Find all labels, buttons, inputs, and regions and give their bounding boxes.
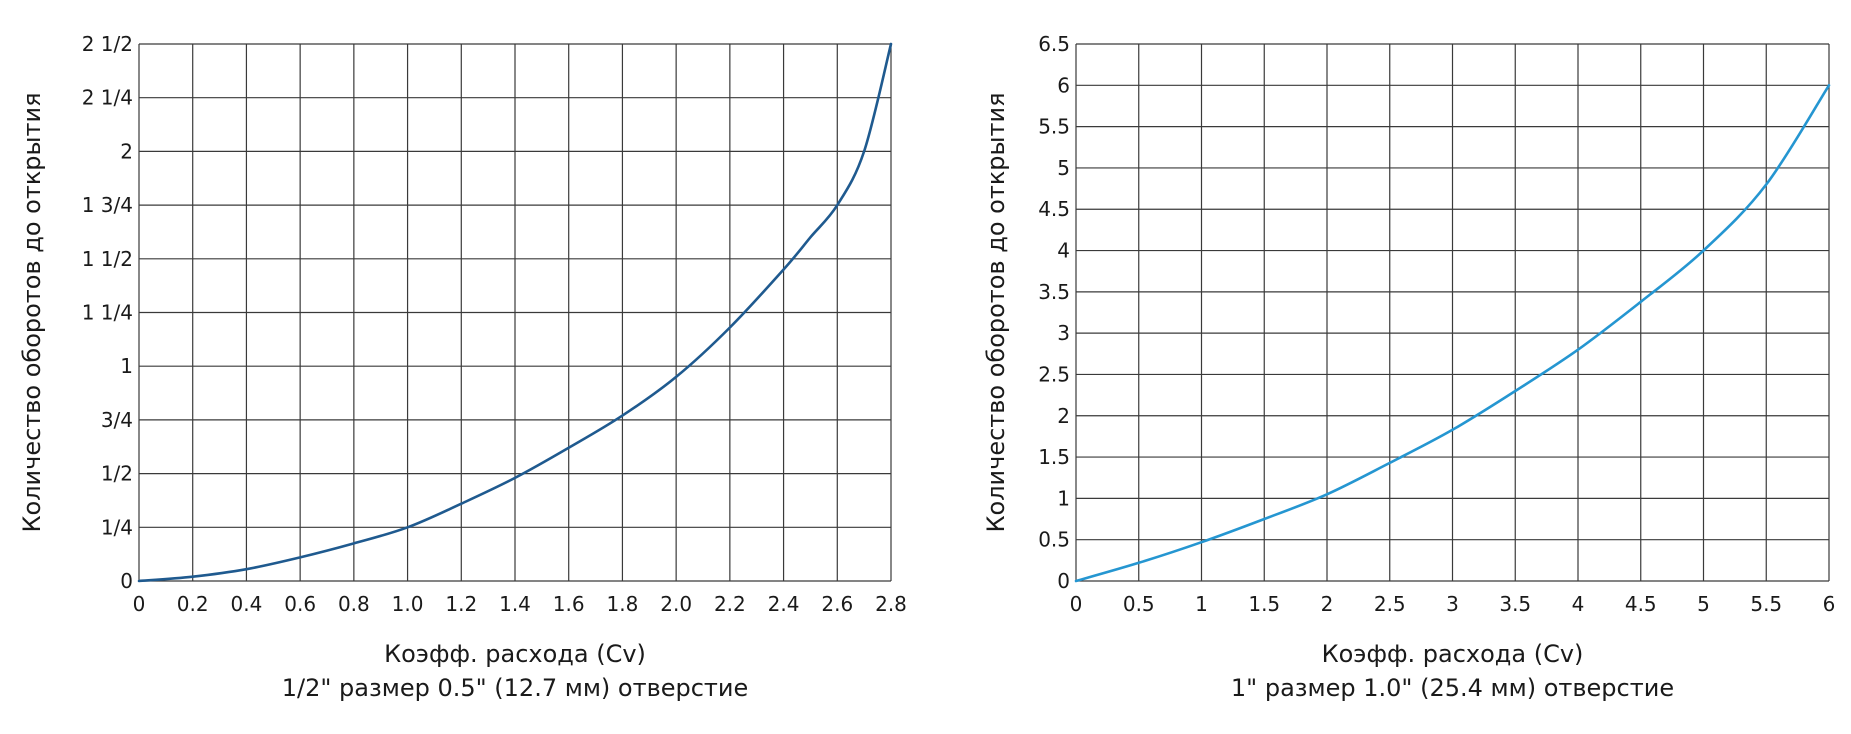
chart-left-x-tick-label: 2.2 xyxy=(714,592,746,616)
chart-right-y-tick-label: 4 xyxy=(1057,239,1070,263)
chart-left-y-tick-label: 1 3/4 xyxy=(82,193,133,217)
chart-right-x-tick-label: 0 xyxy=(1070,592,1083,616)
chart-right-y-ticks: 0 0.5 1 1.5 2 2.5 3 3.5 4 4.5 5 5.5 6 6.5 xyxy=(1038,32,1070,593)
chart-left-y-tick-label: 0 xyxy=(120,569,133,593)
chart-right-x-tick-label: 3.5 xyxy=(1499,592,1531,616)
chart-left-x-tick-label: 2.8 xyxy=(875,592,907,616)
chart-left-series-line xyxy=(137,42,893,583)
chart-right-y-tick-label: 1 xyxy=(1057,486,1070,510)
chart-right-y-tick-label: 3 xyxy=(1057,321,1070,345)
chart-left-y-tick-label: 1/4 xyxy=(101,515,133,539)
chart-right-x-axis-label: Коэфф. расхода (Cv) xyxy=(1322,640,1584,668)
chart-left-x-tick-label: 0 xyxy=(133,592,146,616)
chart-left-subtitle: 1/2" размер 0.5" (12.7 мм) отверстие xyxy=(282,674,749,702)
chart-left-y-tick-label: 1 xyxy=(120,354,133,378)
chart-left: 0 0.2 0.4 0.6 0.8 1.0 1.2 1.4 1.6 1.8 2.0 2.2 2.4 2.6… xyxy=(18,32,907,702)
chart-left-y-tick-label: 1 1/4 xyxy=(82,301,133,325)
chart-right-y-tick-label: 5.5 xyxy=(1038,115,1070,139)
chart-right-y-tick-label: 0 xyxy=(1057,569,1070,593)
chart-left-y-tick-label: 1 1/2 xyxy=(82,247,133,271)
chart-left-x-tick-label: 1.4 xyxy=(499,592,531,616)
chart-right-y-tick-label: 6 xyxy=(1057,73,1070,97)
chart-right-x-tick-label: 5 xyxy=(1697,592,1710,616)
chart-left-y-tick-label: 2 1/4 xyxy=(82,86,133,110)
chart-right-x-tick-label: 1 xyxy=(1195,592,1208,616)
chart-right-x-ticks: 0 0.5 1 1.5 2 2.5 3 3.5 4 4.5 5 5.5 6 xyxy=(1070,592,1836,616)
chart-right-y-tick-label: 3.5 xyxy=(1038,280,1070,304)
chart-right-subtitle: 1" размер 1.0" (25.4 мм) отверстие xyxy=(1231,674,1674,702)
chart-left-x-ticks: 0 0.2 0.4 0.6 0.8 1.0 1.2 1.4 1.6 1.8 2.0 2.2 2.4 2.6… xyxy=(133,592,907,616)
chart-left-x-tick-label: 0.2 xyxy=(177,592,209,616)
chart-right-x-tick-label: 3 xyxy=(1446,592,1459,616)
chart-left-y-axis-label: Количество оборотов до открытия xyxy=(18,92,46,532)
chart-right-y-tick-label: 0.5 xyxy=(1038,528,1070,552)
chart-right-y-tick-label: 5 xyxy=(1057,156,1070,180)
chart-right-x-tick-label: 5.5 xyxy=(1750,592,1782,616)
chart-right-x-tick-label: 4 xyxy=(1572,592,1585,616)
chart-left-x-tick-label: 2.4 xyxy=(768,592,800,616)
chart-left-x-tick-label: 1.6 xyxy=(553,592,585,616)
chart-right-x-tick-label: 6 xyxy=(1823,592,1836,616)
chart-right-y-tick-label: 2 xyxy=(1057,404,1070,428)
chart-right-x-tick-label: 0.5 xyxy=(1123,592,1155,616)
chart-right-y-tick-label: 2.5 xyxy=(1038,362,1070,386)
chart-left-y-tick-label: 1/2 xyxy=(101,462,133,486)
chart-left-x-tick-label: 0.4 xyxy=(231,592,263,616)
chart-left-y-tick-label: 3/4 xyxy=(101,408,133,432)
chart-right-x-tick-label: 2.5 xyxy=(1374,592,1406,616)
chart-left-y-tick-label: 2 1/2 xyxy=(82,32,133,56)
chart-right-x-tick-label: 1.5 xyxy=(1248,592,1280,616)
chart-left-x-tick-label: 2.6 xyxy=(821,592,853,616)
chart-right-y-tick-label: 4.5 xyxy=(1038,197,1070,221)
chart-right-y-axis-label: Количество оборотов до открытия xyxy=(982,92,1010,532)
chart-right-y-tick-label: 1.5 xyxy=(1038,445,1070,469)
chart-left-x-tick-label: 0.8 xyxy=(338,592,370,616)
chart-right-grid xyxy=(1075,43,1830,582)
chart-left-x-tick-label: 1.2 xyxy=(445,592,477,616)
chart-left-x-tick-label: 1.8 xyxy=(607,592,639,616)
chart-left-x-tick-label: 1.0 xyxy=(392,592,424,616)
chart-left-grid xyxy=(138,43,892,582)
chart-right: 0 0.5 1 1.5 2 2.5 3 3.5 4 4.5 5 5.5 6 0 0.5 1 1.5 2 2.5 3 3… xyxy=(982,32,1835,702)
chart-left-x-axis-label: Коэфф. расхода (Cv) xyxy=(384,640,646,668)
chart-left-y-ticks: 0 1/4 1/2 3/4 1 1 1/4 1 1/2 1 3/4 2 2 1/4 2 1/2 xyxy=(82,32,133,593)
chart-right-series-line xyxy=(1074,84,1831,583)
chart-left-y-tick-label: 2 xyxy=(120,139,133,163)
chart-right-x-tick-label: 2 xyxy=(1321,592,1334,616)
chart-left-x-tick-label: 0.6 xyxy=(284,592,316,616)
chart-left-x-tick-label: 2.0 xyxy=(660,592,692,616)
chart-right-x-tick-label: 4.5 xyxy=(1625,592,1657,616)
chart-right-y-tick-label: 6.5 xyxy=(1038,32,1070,56)
